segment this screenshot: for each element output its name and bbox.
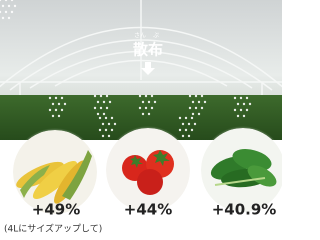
increase-value: +40.9% bbox=[212, 201, 277, 219]
increase-value: +49% bbox=[32, 201, 80, 219]
ruby: さん bbox=[134, 33, 146, 40]
ruby: ぷ bbox=[153, 33, 159, 40]
spray-label: 散布 bbox=[133, 41, 163, 59]
note: (4Lにサイズアップして) bbox=[4, 223, 102, 235]
scene: さん ぷ 散布 bbox=[0, 0, 282, 240]
increase-value: +44% bbox=[124, 201, 172, 219]
page: {"header": {"ruby": ["さん", "ぷ"], "label"… bbox=[0, 0, 282, 240]
